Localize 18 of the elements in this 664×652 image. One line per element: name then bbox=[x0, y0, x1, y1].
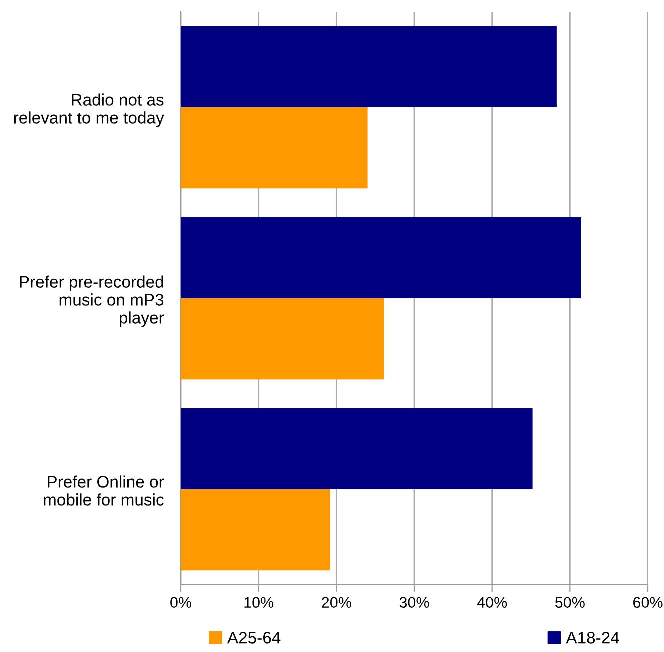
y-tick-label: Prefer Online or mobile for music bbox=[44, 476, 164, 506]
legend-label: A25-64 bbox=[227, 632, 281, 644]
bar bbox=[181, 108, 368, 189]
x-tick-label: 10% bbox=[244, 597, 274, 608]
bar bbox=[181, 26, 557, 108]
x-tick-label: 40% bbox=[477, 597, 508, 608]
y-tick-label: Prefer pre-recorded music on mP3 player bbox=[20, 276, 164, 328]
x-tick-label: 50% bbox=[555, 597, 585, 608]
bar bbox=[181, 490, 330, 571]
x-tick-label: 0% bbox=[170, 597, 192, 608]
legend-label: A18-24 bbox=[566, 632, 620, 644]
x-tick-label: 20% bbox=[322, 597, 352, 608]
bar bbox=[181, 298, 384, 380]
x-tick-label: 30% bbox=[400, 597, 430, 608]
bar bbox=[181, 408, 533, 490]
x-tick-label: 60% bbox=[633, 597, 663, 608]
y-tick-label: Radio not as relevant to me today bbox=[14, 94, 164, 128]
bar bbox=[181, 217, 582, 298]
